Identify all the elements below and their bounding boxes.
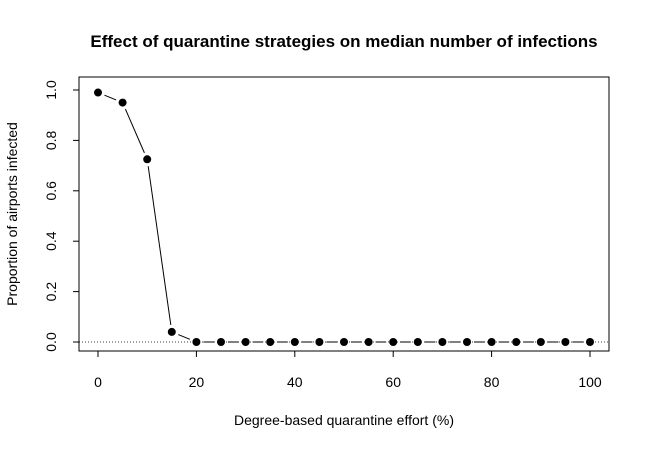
x-tick-label: 80 [484,374,500,390]
data-point [438,338,447,346]
series-line-segment [147,166,172,326]
data-point [561,338,570,346]
data-point [487,338,496,346]
data-point [266,338,275,346]
data-point [340,338,348,346]
series-line-segment [124,108,145,154]
y-tick-label: 1.0 [43,80,59,100]
x-axis: 0 20 40 60 80 100 [94,350,602,390]
data-point [463,338,471,346]
y-tick-label: 0.4 [43,231,59,251]
y-tick-label: 0.0 [43,332,59,352]
data-point [94,88,102,97]
x-tick-label: 60 [385,374,401,390]
y-tick-label: 0.8 [43,130,59,150]
series-line-segment [178,334,191,340]
chart-title: Effect of quarantine strategies on media… [90,32,597,51]
y-tick-label: 0.2 [43,282,59,302]
x-tick-label: 20 [189,374,205,390]
x-tick-label: 100 [578,374,602,390]
data-point [389,338,398,346]
data-point [413,338,422,346]
series-line-segment [104,94,117,101]
data-point [536,338,545,346]
data-point [217,338,225,346]
x-axis-label: Degree-based quarantine effort (%) [234,412,454,428]
data-point [290,338,299,346]
y-tick-label: 0.6 [43,181,59,201]
data-point [192,338,201,346]
data-point [241,338,250,346]
x-tick-label: 40 [287,374,303,390]
y-axis: 0.0 0.2 0.4 0.6 0.8 1.0 [43,80,80,352]
x-tick-label: 0 [94,374,102,390]
plot-frame [78,76,610,352]
data-point [118,98,127,107]
y-axis-label: Proportion of airports infected [4,122,20,306]
data-point [364,338,373,346]
data-point [586,338,594,346]
data-point [143,155,152,164]
data-point [167,327,176,336]
data-point [512,338,521,346]
data-point [315,338,324,346]
